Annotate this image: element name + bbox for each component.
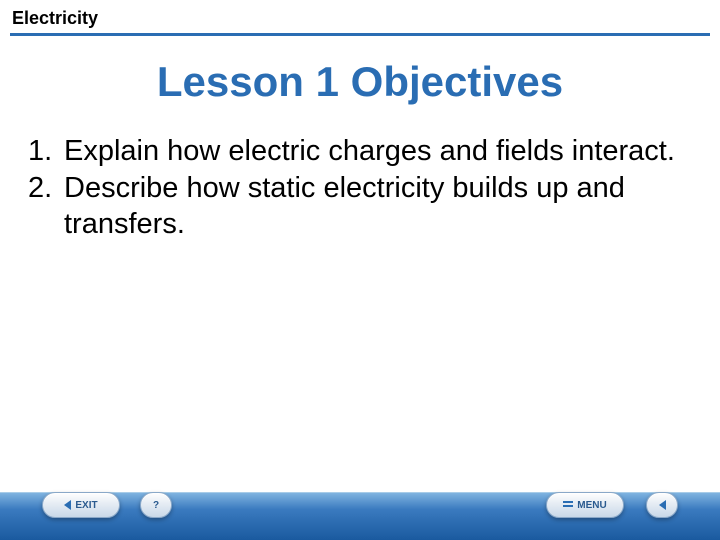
footer-nav: EXIT ? MENU xyxy=(0,480,720,540)
slide-title: Lesson 1 Objectives xyxy=(0,58,720,106)
exit-button[interactable]: EXIT xyxy=(42,492,120,518)
objective-number: 2. xyxy=(28,171,64,242)
list-item: 1. Explain how electric charges and fiel… xyxy=(28,134,692,169)
objectives-list: 1. Explain how electric charges and fiel… xyxy=(0,134,720,242)
menu-icon xyxy=(563,501,573,509)
help-button[interactable]: ? xyxy=(140,492,172,518)
header-bar: Electricity xyxy=(0,0,720,36)
menu-button[interactable]: MENU xyxy=(546,492,624,518)
menu-label: MENU xyxy=(577,500,606,511)
exit-label: EXIT xyxy=(75,500,97,511)
exit-arrow-icon xyxy=(64,500,71,510)
chapter-title: Electricity xyxy=(12,8,98,29)
prev-arrow-icon xyxy=(659,500,666,510)
help-label: ? xyxy=(153,500,159,511)
objective-text: Explain how electric charges and fields … xyxy=(64,134,692,169)
objective-text: Describe how static electricity builds u… xyxy=(64,171,692,242)
header-underline xyxy=(10,33,710,36)
objective-number: 1. xyxy=(28,134,64,169)
list-item: 2. Describe how static electricity build… xyxy=(28,171,692,242)
prev-button[interactable] xyxy=(646,492,678,518)
